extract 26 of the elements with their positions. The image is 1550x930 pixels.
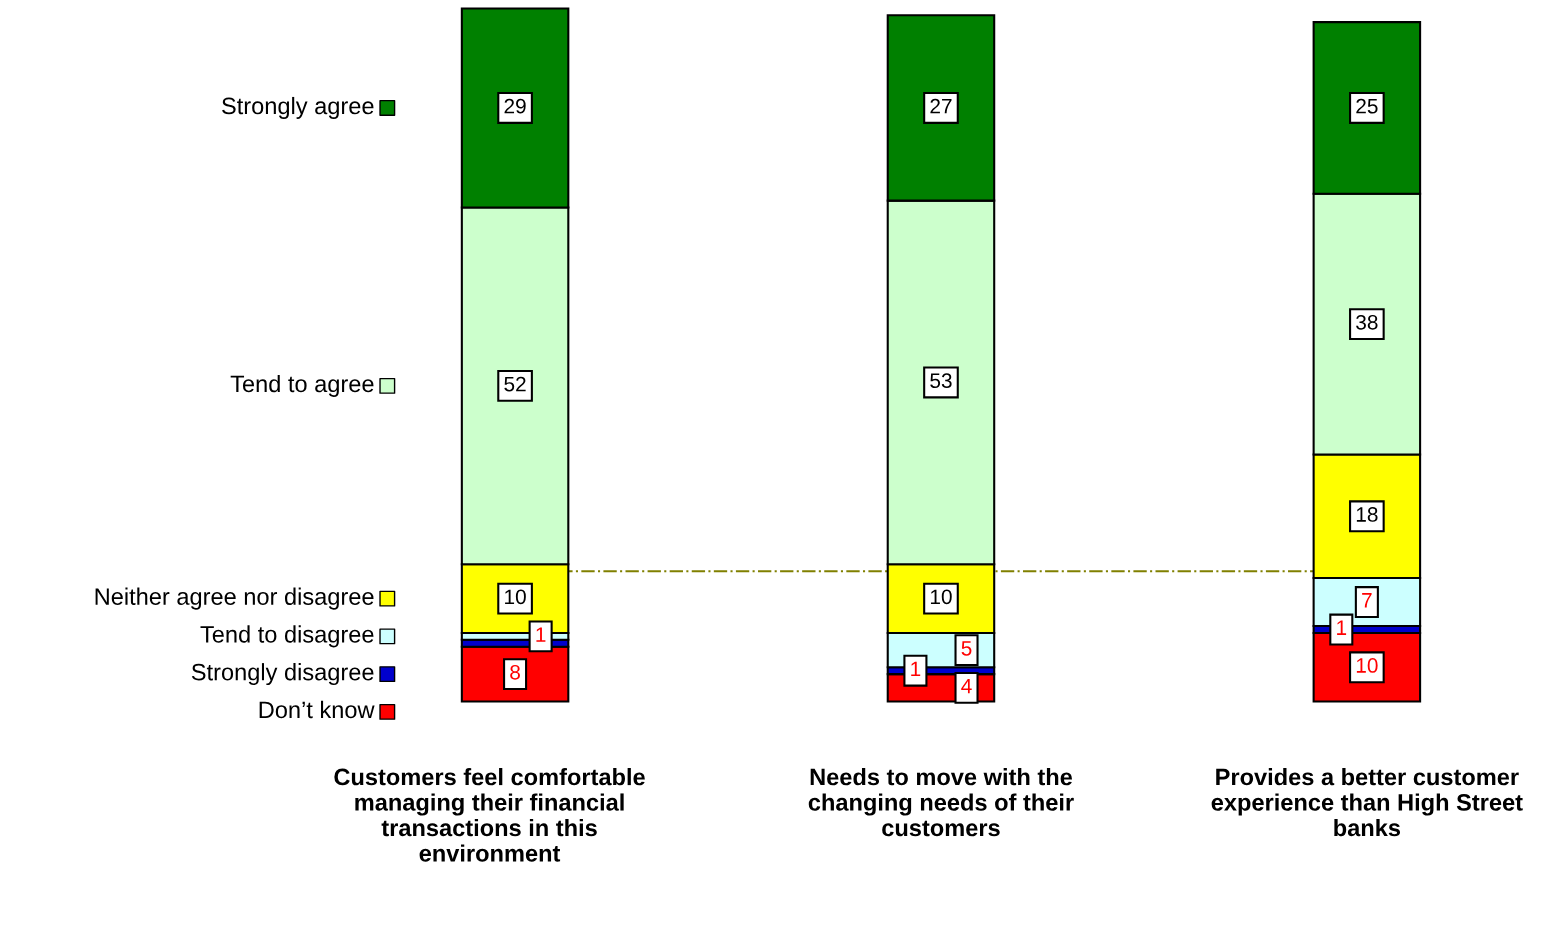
data-label: 53	[930, 373, 952, 389]
data-label: 27	[930, 98, 952, 114]
data-label: 1	[536, 627, 546, 642]
data-label: 38	[1356, 314, 1378, 330]
data-label: 5	[961, 641, 972, 656]
data-label: 7	[1362, 593, 1372, 608]
legend-label: Strongly disagree	[191, 663, 374, 686]
legend-label: Don’t know	[259, 700, 375, 719]
legend-label: Tend to disagree	[200, 625, 374, 648]
data-label: 18	[1356, 507, 1378, 522]
legend-label: Tend to agree	[230, 374, 374, 397]
data-label: 29	[504, 98, 526, 114]
x-tick-label: Customers feel comfortable managing their financial transactions in this environment	[334, 768, 645, 862]
data-label: 52	[504, 376, 526, 392]
data-label: 4	[961, 678, 972, 694]
data-label: 8	[510, 664, 520, 680]
data-label: 25	[1356, 98, 1378, 114]
x-tick-label: Needs to move with the changing needs of their customers	[808, 768, 1074, 837]
legend-label: Neither agree nor disagree	[95, 587, 374, 610]
x-tick-label: Provides a better customer experience than High Street banks	[1211, 768, 1523, 837]
data-label: 10	[505, 589, 526, 605]
data-label: 10	[930, 589, 952, 605]
legend-label: Strongly agree	[222, 96, 374, 119]
data-label: 10	[1356, 658, 1378, 673]
data-label: 1	[1337, 620, 1347, 635]
data-label: 1	[911, 661, 921, 677]
